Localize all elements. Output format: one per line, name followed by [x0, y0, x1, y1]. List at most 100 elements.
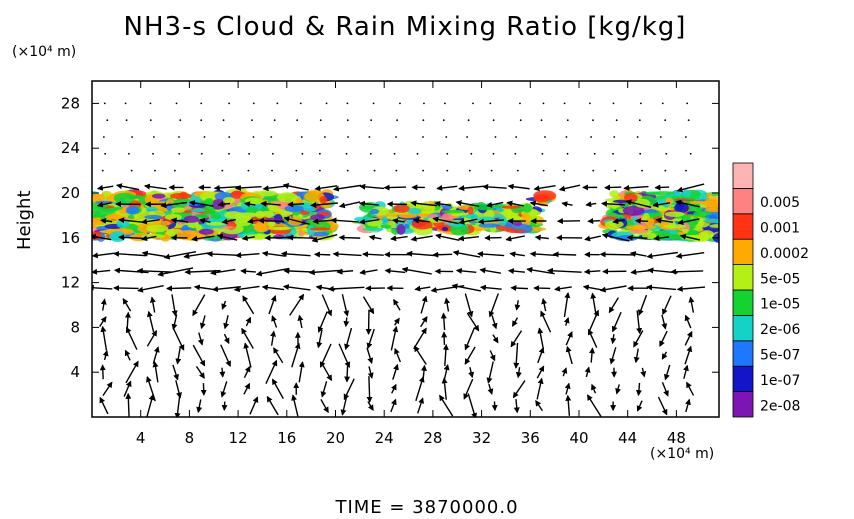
wind-dot: [515, 136, 518, 138]
wind-dot: [563, 102, 566, 105]
cloud-blob: [622, 205, 645, 216]
cloud-blob: [624, 192, 638, 203]
wind-arrow: [436, 184, 458, 191]
wind-dot: [178, 136, 180, 138]
wind-arrow: [589, 347, 596, 363]
wind-arrow: [327, 285, 365, 292]
wind-arrow: [240, 268, 256, 275]
wind-arrow: [112, 250, 147, 257]
wind-arrow: [635, 382, 642, 397]
wind-dot: [612, 152, 614, 155]
wind-dot: [445, 136, 448, 138]
wind-dot: [247, 169, 250, 172]
wind-arrow: [640, 367, 647, 378]
cloud-blob: [92, 193, 105, 204]
cloud-blob: [612, 195, 621, 200]
wind-arrow: [282, 284, 311, 291]
cloud-blob: [298, 231, 305, 237]
wind-arrow: [582, 284, 602, 291]
plot-frame: [91, 80, 720, 418]
wind-dot: [590, 136, 593, 138]
wind-arrow: [552, 251, 577, 258]
wind-dot: [566, 152, 569, 155]
wind-dot: [612, 102, 615, 105]
wind-dot: [228, 102, 231, 105]
cloud-blob: [442, 205, 453, 210]
cloud-blob: [651, 191, 675, 196]
wind-arrow: [271, 315, 278, 328]
wind-arrow: [192, 344, 206, 367]
wind-arrow: [125, 392, 132, 417]
cloud-blob: [604, 220, 624, 229]
wind-dot: [369, 152, 372, 155]
wind-dot: [489, 102, 492, 105]
wind-arrow: [143, 183, 167, 190]
cloud-blob: [704, 214, 719, 219]
wind-arrow: [241, 235, 255, 241]
wind-arrow: [675, 199, 700, 208]
wind-arrow: [636, 310, 643, 335]
wind-arrow: [505, 235, 525, 242]
wind-arrow: [536, 365, 545, 379]
cloud-blob: [127, 214, 136, 219]
wind-arrow: [175, 347, 182, 365]
wind-arrow: [368, 234, 382, 241]
wind-arrow: [235, 252, 260, 259]
cloud-blob: [125, 206, 140, 215]
wind-arrow: [421, 364, 427, 379]
wind-dot: [396, 119, 399, 122]
wind-arrow: [390, 325, 399, 351]
wind-dot: [319, 119, 322, 122]
cloud-blob: [465, 213, 479, 220]
wind-arrow: [661, 351, 668, 360]
wind-arrow: [383, 184, 407, 191]
wind-arrow: [314, 185, 338, 192]
wind-dot: [299, 102, 302, 105]
colorbar-label: 0.005: [760, 195, 800, 211]
wind-arrow: [198, 217, 211, 224]
wind-arrow: [558, 184, 581, 192]
wind-dot: [248, 152, 250, 155]
wind-arrow: [241, 327, 254, 349]
cloud-blob: [152, 220, 171, 227]
wind-arrow: [312, 218, 332, 225]
wind-dot: [101, 169, 104, 172]
wind-dot: [131, 136, 133, 138]
colorbar-swatch: [732, 365, 754, 393]
wind-arrow: [140, 218, 160, 225]
wind-arrow: [92, 268, 111, 275]
wind-arrow: [634, 217, 649, 224]
wind-arrow: [338, 234, 361, 241]
cloud-blob: [148, 211, 156, 215]
wind-arrow: [92, 252, 115, 259]
wind-arrow: [414, 285, 431, 292]
wind-dot: [252, 102, 255, 105]
wind-arrow: [191, 235, 215, 242]
wind-arrow: [587, 328, 598, 348]
wind-dot: [542, 102, 545, 105]
wind-arrow: [172, 327, 185, 351]
colorbar-swatch: [732, 238, 754, 265]
wind-arrow: [384, 267, 406, 274]
cloud-blob: [441, 209, 465, 214]
wind-arrow: [491, 315, 498, 330]
wind-dot: [565, 136, 568, 138]
wind-arrow: [537, 327, 545, 350]
wind-dot: [179, 119, 182, 122]
y-tick-label: 24: [61, 139, 80, 157]
cloud-blob: [522, 203, 532, 213]
wind-dot: [271, 169, 273, 172]
wind-arrow: [393, 298, 401, 311]
wind-arrow: [192, 294, 206, 317]
y-tick-label: 12: [61, 274, 80, 292]
wind-arrow: [564, 382, 571, 395]
wind-arrow: [390, 398, 397, 413]
cloud-blob: [231, 190, 243, 196]
wind-arrow: [654, 184, 670, 191]
wind-dot: [276, 102, 279, 105]
wind-arrow: [393, 317, 400, 326]
wind-dot: [296, 119, 299, 122]
colorbar-swatch: [732, 162, 754, 189]
wind-arrow: [233, 285, 260, 293]
cloud-blob: [381, 216, 389, 225]
